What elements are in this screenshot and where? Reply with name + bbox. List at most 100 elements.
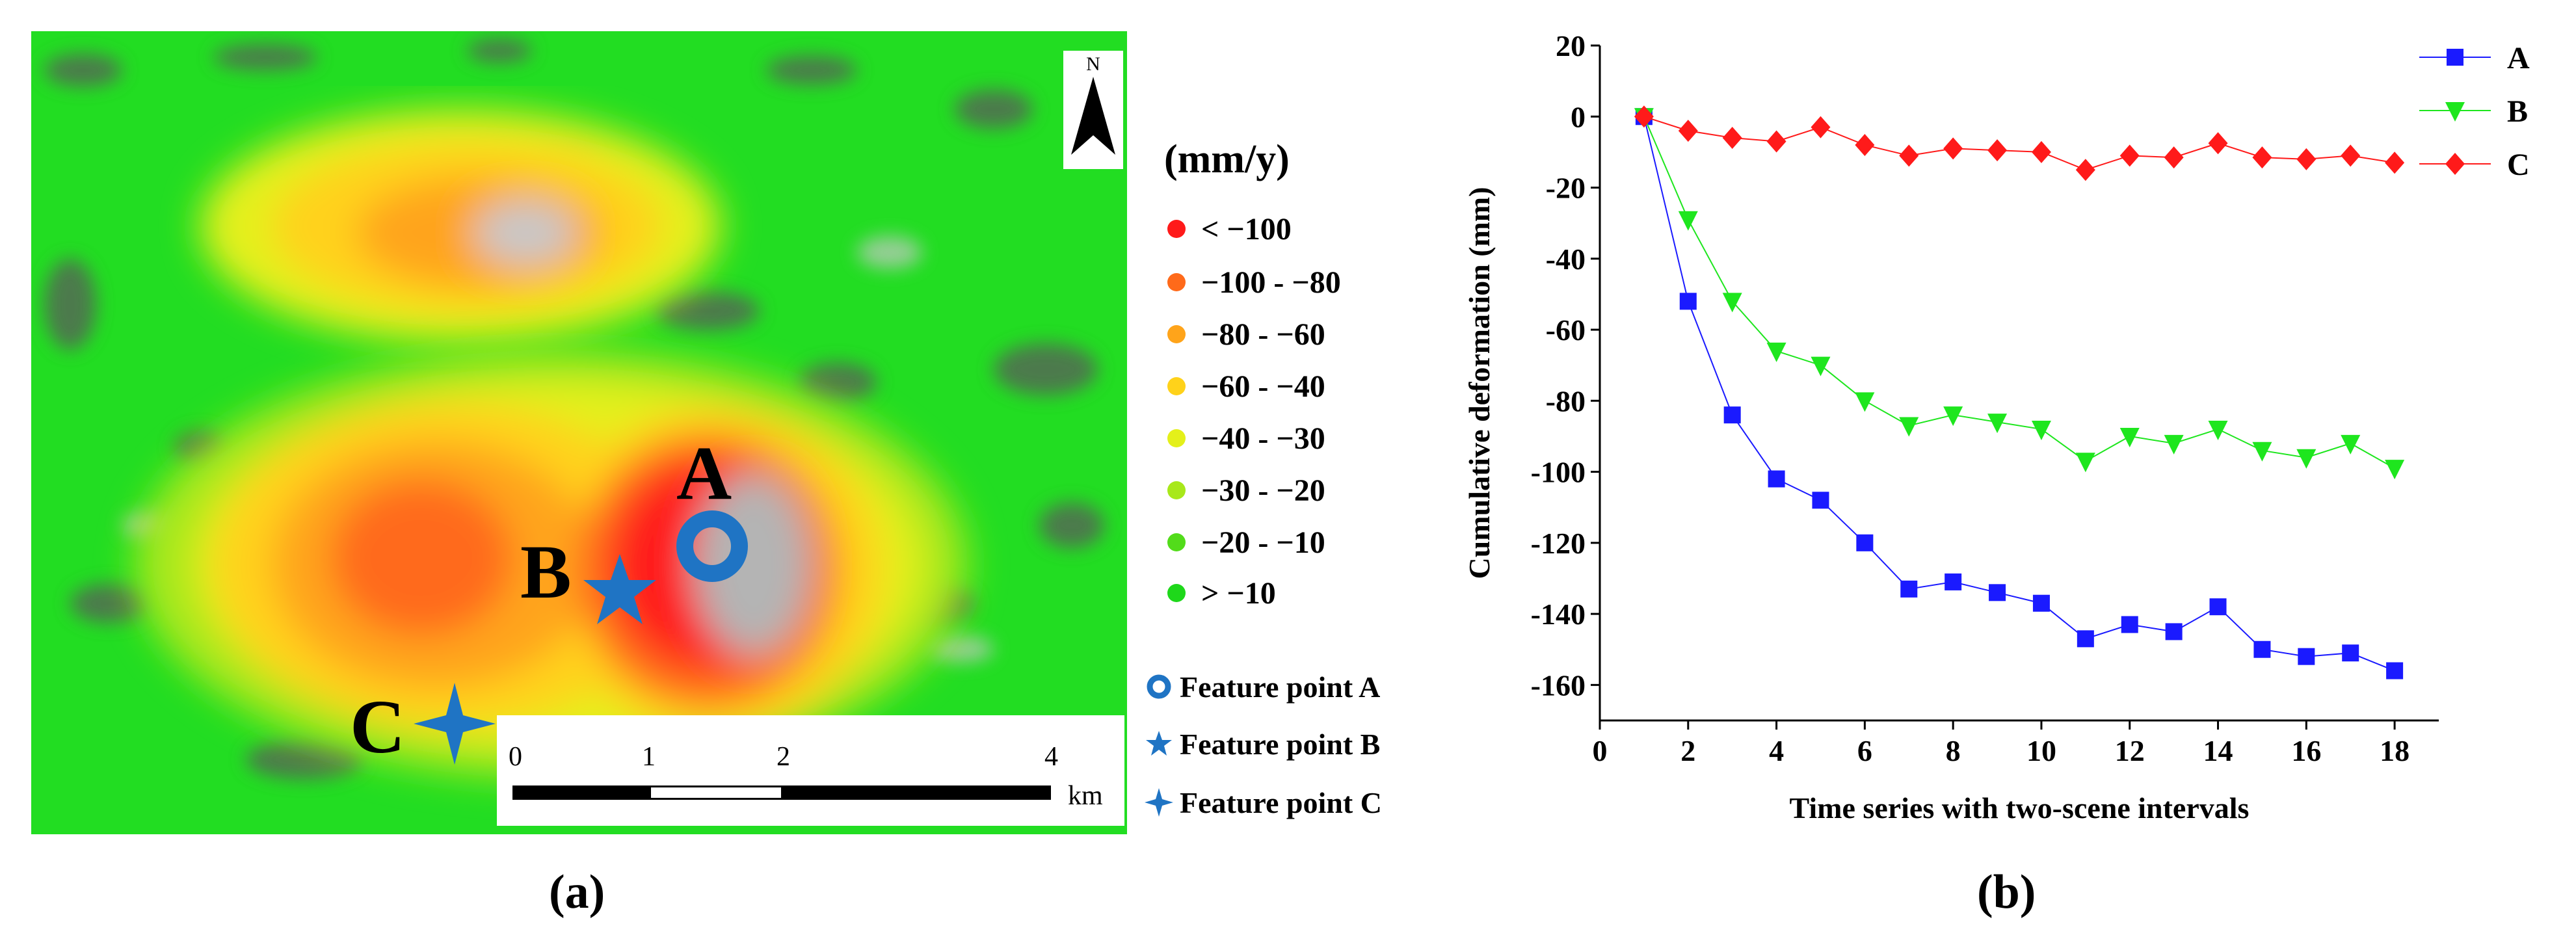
x-tick-label: 0 [1593,734,1608,767]
data-point-c [1811,116,1831,139]
feature-legend-label: Feature point A [1180,670,1381,704]
data-point-c [2164,146,2184,169]
x-tick-label: 16 [2291,734,2321,767]
data-point-b [1766,342,1786,362]
y-axis-label: Cumulative deformation (mm) [1463,187,1496,579]
legend-marker-b [2445,102,2465,122]
series-a [1635,108,2404,680]
series-b [1634,108,2405,480]
north-arrow-box [1063,51,1123,169]
star-icon [1145,730,1173,758]
north-arrow-icon [1071,77,1115,155]
y-tick-label: 0 [1571,100,1586,133]
feature-legend-label: Feature point C [1180,785,1382,819]
y-tick-label: -20 [1546,172,1586,205]
data-point-b [1811,356,1831,376]
y-tick-label: 20 [1556,29,1586,62]
scale-segment-1 [512,785,649,800]
data-point-a [2165,623,2183,640]
data-point-c [1634,105,1654,128]
scale-tick-4: 4 [1044,742,1058,772]
feature-point-c-marker [414,683,496,765]
panel-a-label: (a) [549,865,605,919]
legend-label-a: A [2507,41,2530,75]
panel-b-label: (b) [1977,865,2036,919]
feature-legend-a: Feature point A [1145,667,1380,706]
legend-swatch [1167,533,1186,551]
data-point-b [2341,434,2361,455]
data-point-a [2342,644,2359,662]
north-label: N [1086,53,1100,75]
data-point-a [2386,662,2404,680]
legend-marker-a [2447,49,2463,66]
scale-tick-1: 1 [642,742,656,772]
feature-point-a-marker [676,510,748,582]
x-tick-label: 2 [1680,734,1695,767]
data-point-b [1987,414,2008,434]
legend-label: > −10 [1201,575,1276,611]
legend-swatch [1167,584,1186,602]
legend-item: −80 - −60 [1167,315,1325,354]
series-line-b [1643,116,2395,469]
legend-marker-c [2445,153,2465,175]
y-tick-label: -100 [1531,456,1586,489]
x-tick-label: 12 [2115,734,2145,767]
y-tick-label: -40 [1546,243,1586,276]
data-point-b [1943,406,1963,427]
data-point-b [1855,392,1875,412]
data-point-a [2209,598,2227,616]
circle-icon [1145,672,1173,701]
series-c [1634,105,2405,181]
legend-swatch [1167,325,1186,343]
feature-point-b-marker [583,554,656,624]
x-tick-label: 14 [2203,734,2233,767]
point-a-label: A [676,430,732,516]
y-tick-label: -60 [1546,313,1586,347]
scale-tick-0: 0 [509,742,522,772]
scale-bar: 0 1 2 4 km [497,715,1124,826]
scale-segment-3 [783,785,1051,800]
y-tick-label: -160 [1531,668,1586,702]
data-point-a [1856,534,1874,551]
series-line-c [1643,116,2395,171]
legend-item: −30 - −20 [1167,471,1325,510]
x-tick-label: 18 [2380,734,2410,767]
data-point-a [2298,648,2315,665]
data-point-c [1766,130,1786,153]
data-point-a [1812,492,1829,509]
data-point-c [1855,133,1875,156]
data-point-a [1679,293,1697,310]
data-point-a [1900,580,1918,598]
y-tick-label: -120 [1531,527,1586,560]
scale-unit: km [1068,781,1103,811]
data-point-c [1943,137,1963,160]
data-point-a [1768,470,1785,488]
data-point-c [2119,144,2140,167]
scale-segment-2 [649,785,783,800]
deformation-map-image [31,31,1127,834]
data-point-c [2341,144,2361,167]
data-point-b [2075,453,2095,473]
x-tick-label: 8 [1946,734,1961,767]
data-point-b [2252,442,2272,462]
data-point-a [1945,573,1962,590]
data-point-a [2032,594,2050,612]
data-point-a [1723,406,1741,424]
legend-label-b: B [2507,94,2528,129]
legend-swatch [1167,273,1186,291]
legend-label: −30 - −20 [1201,473,1325,508]
data-point-b [2296,449,2317,469]
legend-label: −80 - −60 [1201,317,1325,352]
legend-label: < −100 [1201,211,1292,246]
data-point-b [2164,434,2184,455]
legend-item: −60 - −40 [1167,367,1325,406]
deformation-map [31,31,1127,834]
point-b-label: B [520,529,572,614]
x-tick-label: 4 [1769,734,1784,767]
feature-legend-label: Feature point B [1180,727,1381,761]
data-point-a [1989,584,2006,601]
data-point-c [2075,159,2095,181]
data-point-a [2121,616,2138,633]
legend-item: −40 - −30 [1167,419,1325,458]
